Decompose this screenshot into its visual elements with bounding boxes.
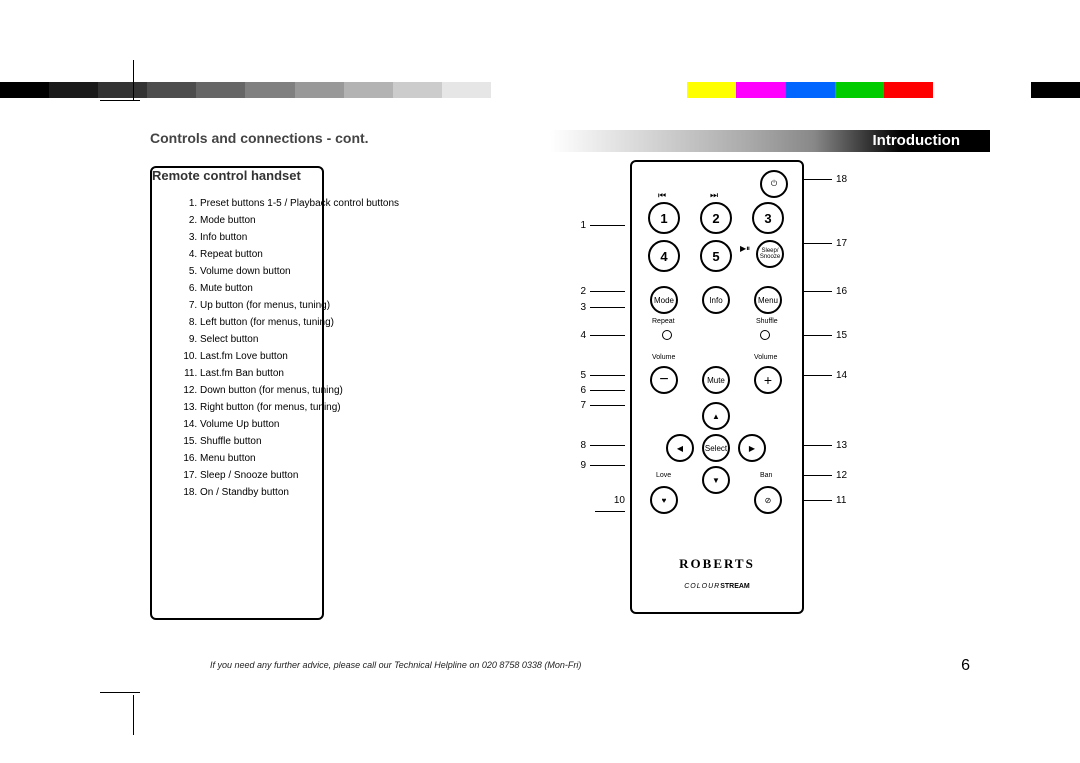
callout-right: 11 (802, 495, 846, 506)
legend-item: Mode button (200, 212, 399, 229)
love-label: Love (656, 472, 671, 479)
sleep-snooze-button: Sleep/ Snooze (756, 240, 784, 268)
next-icon: ⏭ (710, 190, 718, 201)
callout-right: 17 (802, 238, 847, 249)
callout-left: 8 (580, 440, 625, 451)
callout-left: 2 (580, 286, 625, 297)
legend-item: Left button (for menus, tuning) (200, 314, 399, 331)
legend-item: Sleep / Snooze button (200, 467, 399, 484)
prev-icon: ⏮ (658, 190, 666, 201)
callout-right: 18 (802, 174, 847, 185)
callout-right: 12 (802, 470, 847, 481)
crop-mark (100, 100, 140, 101)
mode-button: Mode (650, 286, 678, 314)
callout-left: 9 (580, 460, 625, 471)
repeat-indicator (662, 330, 672, 340)
button-legend-list: Preset buttons 1-5 / Playback control bu… (180, 195, 399, 501)
legend-item: On / Standby button (200, 484, 399, 501)
legend-item: Volume down button (200, 263, 399, 280)
legend-item: Last.fm Ban button (200, 365, 399, 382)
left-button: ◀ (666, 434, 694, 462)
callout-right: 15 (802, 330, 847, 341)
preset-1-button: 1 (648, 202, 680, 234)
volume-label-right: Volume (754, 354, 777, 361)
right-button: ▶ (738, 434, 766, 462)
legend-item: Preset buttons 1-5 / Playback control bu… (200, 195, 399, 212)
legend-item: Volume Up button (200, 416, 399, 433)
info-button: Info (702, 286, 730, 314)
legend-item: Mute button (200, 280, 399, 297)
brand-logo: ROBERTS (632, 556, 802, 572)
select-button: Select (702, 434, 730, 462)
love-button: ♥ (650, 486, 678, 514)
volume-label-left: Volume (652, 354, 675, 361)
down-button: ▼ (702, 466, 730, 494)
menu-button: Menu (754, 286, 782, 314)
preset-4-button: 4 (648, 240, 680, 272)
repeat-label: Repeat (652, 318, 675, 325)
power-button: ⏻ (760, 170, 788, 198)
legend-item: Right button (for menus, tuning) (200, 399, 399, 416)
sub-brand: COLOURSTREAM (632, 583, 802, 590)
page-number: 6 (961, 657, 970, 675)
legend-item: Info button (200, 229, 399, 246)
callout-left: 1 (580, 220, 625, 231)
shuffle-label: Shuffle (756, 318, 778, 325)
shuffle-indicator (760, 330, 770, 340)
volume-up-button: + (754, 366, 782, 394)
mute-button: Mute (702, 366, 730, 394)
callout-left: 5 (580, 370, 625, 381)
callout-left: 10 (580, 495, 625, 517)
heading-controls: Controls and connections - cont. (150, 130, 369, 146)
up-button: ▲ (702, 402, 730, 430)
callout-right: 14 (802, 370, 847, 381)
callout-left: 6 (580, 385, 625, 396)
callout-left: 7 (580, 400, 625, 411)
callout-left: 3 (580, 302, 625, 313)
callout-left: 4 (580, 330, 625, 341)
legend-item: Last.fm Love button (200, 348, 399, 365)
legend-item: Select button (200, 331, 399, 348)
preset-5-button: 5 (700, 240, 732, 272)
remote-control-diagram: ⏻ ⏮ ⏭ 1 2 3 4 5 ▶⏸ Sleep/ Snooze Mode In… (630, 160, 804, 614)
preset-3-button: 3 (752, 202, 784, 234)
legend-item: Up button (for menus, tuning) (200, 297, 399, 314)
page-content: Introduction Controls and connections - … (150, 130, 970, 680)
volume-down-button: − (650, 366, 678, 394)
preset-2-button: 2 (700, 202, 732, 234)
legend-item: Shuffle button (200, 433, 399, 450)
legend-item: Down button (for menus, tuning) (200, 382, 399, 399)
crop-mark (133, 695, 134, 735)
section-header: Introduction (550, 130, 990, 152)
crop-mark (100, 692, 140, 693)
callout-right: 16 (802, 286, 847, 297)
playpause-icon: ▶⏸ (740, 244, 750, 254)
footnote: If you need any further advice, please c… (210, 660, 581, 670)
color-calibration-bar (0, 82, 1080, 98)
legend-item: Repeat button (200, 246, 399, 263)
callout-right: 13 (802, 440, 847, 451)
ban-label: Ban (760, 472, 772, 479)
legend-item: Menu button (200, 450, 399, 467)
ban-button: ⊘ (754, 486, 782, 514)
